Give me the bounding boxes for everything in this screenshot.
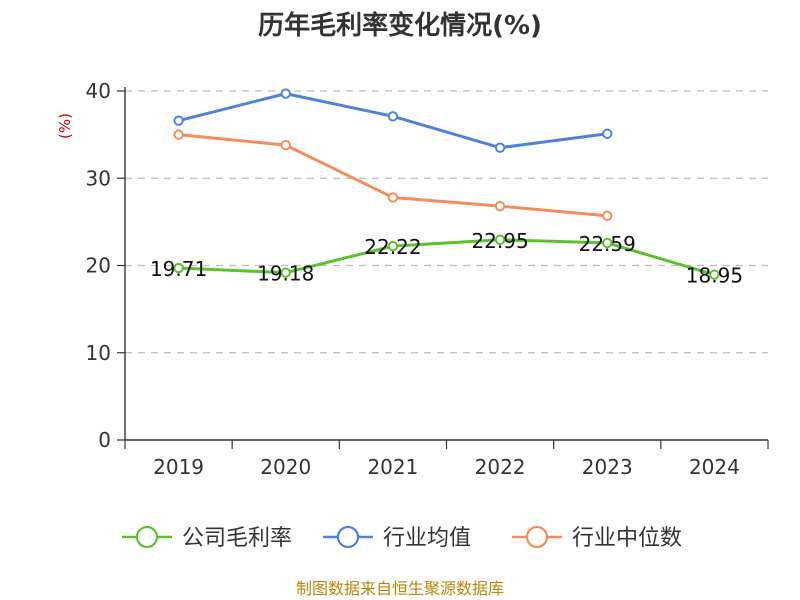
data-point-0-2020: [280, 267, 291, 278]
x-tick-label-2023: 2023: [582, 455, 633, 479]
data-label-0-2020: 19.18: [257, 262, 314, 286]
x-tick-label-2019: 2019: [153, 455, 204, 479]
data-point-1-2023: [602, 128, 613, 139]
x-tick-label-2024: 2024: [689, 455, 740, 479]
source-note: 制图数据来自恒生聚源数据库: [296, 579, 504, 598]
legend-label-1: 行业均值: [383, 526, 471, 551]
y-tick-label-10: 10: [86, 341, 111, 365]
data-labels: 19.71 19.18 22.22 22.95 22.59 18.95: [150, 229, 743, 288]
legend-marker-0: [135, 525, 159, 549]
data-label-0-2019: 19.71: [150, 257, 207, 281]
data-point-2-2021: [387, 192, 399, 203]
gridlines: [125, 90, 768, 354]
x-tick-label-2021: 2021: [367, 455, 418, 479]
y-tick-label-20: 20: [86, 254, 111, 278]
data-point-0-2024: [709, 269, 720, 280]
y-tick-label-40: 40: [86, 79, 111, 103]
legend-item-0[interactable]: 公司毛利率: [122, 525, 292, 551]
y-tick-label-30: 30: [86, 166, 111, 190]
data-point-0-2021: [387, 240, 399, 252]
y-axis-unit-label: (%): [56, 113, 74, 139]
series-line-2: [178, 133, 608, 218]
x-tick-label-2022: 2022: [475, 455, 526, 479]
legend-label-0: 公司毛利率: [182, 526, 292, 551]
legend-item-1[interactable]: 行业均值: [323, 525, 471, 551]
data-point-2-2023: [602, 210, 613, 221]
x-tick-label-2020: 2020: [260, 455, 311, 479]
data-point-1-2020: [280, 88, 291, 99]
axes: 0 10 20 30 40 2019 2020 2021 2022 2023 2024: [86, 79, 769, 479]
y-tick-label-0: 0: [98, 428, 111, 452]
data-point-0-2022: [494, 234, 506, 245]
data-label-0-2021: 22.22: [364, 235, 421, 259]
data-point-2-2019: [173, 129, 184, 140]
series-line-0: [178, 238, 715, 277]
data-label-0-2022: 22.95: [471, 229, 528, 253]
legend-label-2: 行业中位数: [572, 526, 682, 551]
data-point-0-2019: [173, 262, 184, 274]
data-point-1-2021: [387, 111, 399, 122]
legend-marker-2: [525, 525, 549, 549]
data-point-2-2022: [494, 200, 506, 212]
legend: 公司毛利率 行业均值 行业中位数: [122, 525, 682, 551]
legend-marker-1: [336, 525, 360, 549]
data-label-0-2023: 22.59: [579, 232, 636, 256]
data-label-0-2024: 18.95: [686, 264, 743, 288]
legend-item-2[interactable]: 行业中位数: [512, 525, 682, 551]
data-point-0-2023: [602, 237, 613, 249]
data-point-2-2020: [280, 139, 291, 151]
chart-title: 历年毛利率变化情况(%): [258, 10, 542, 41]
data-point-1-2022: [494, 142, 506, 153]
data-point-1-2019: [173, 115, 184, 126]
series-lines: [173, 88, 720, 280]
